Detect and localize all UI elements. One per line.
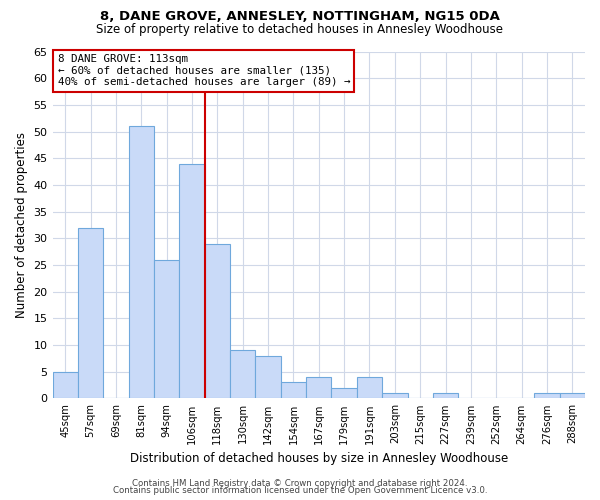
Y-axis label: Number of detached properties: Number of detached properties (15, 132, 28, 318)
Bar (53, 372, 78, 398)
X-axis label: Distribution of detached houses by size in Annesley Woodhouse: Distribution of detached houses by size … (130, 452, 508, 465)
Bar (357, 377, 382, 398)
Bar (78, 228, 103, 398)
Bar (128, 126, 154, 398)
Bar (331, 388, 357, 398)
Bar (154, 260, 179, 398)
Bar (230, 350, 256, 399)
Text: Size of property relative to detached houses in Annesley Woodhouse: Size of property relative to detached ho… (97, 22, 503, 36)
Bar (433, 393, 458, 398)
Bar (534, 393, 560, 398)
Bar (179, 164, 205, 398)
Text: Contains public sector information licensed under the Open Government Licence v3: Contains public sector information licen… (113, 486, 487, 495)
Bar (281, 382, 306, 398)
Bar (205, 244, 230, 398)
Bar (256, 356, 281, 399)
Bar (382, 393, 407, 398)
Text: Contains HM Land Registry data © Crown copyright and database right 2024.: Contains HM Land Registry data © Crown c… (132, 478, 468, 488)
Text: 8 DANE GROVE: 113sqm
← 60% of detached houses are smaller (135)
40% of semi-deta: 8 DANE GROVE: 113sqm ← 60% of detached h… (58, 54, 350, 88)
Text: 8, DANE GROVE, ANNESLEY, NOTTINGHAM, NG15 0DA: 8, DANE GROVE, ANNESLEY, NOTTINGHAM, NG1… (100, 10, 500, 23)
Bar (560, 393, 585, 398)
Bar (306, 377, 331, 398)
